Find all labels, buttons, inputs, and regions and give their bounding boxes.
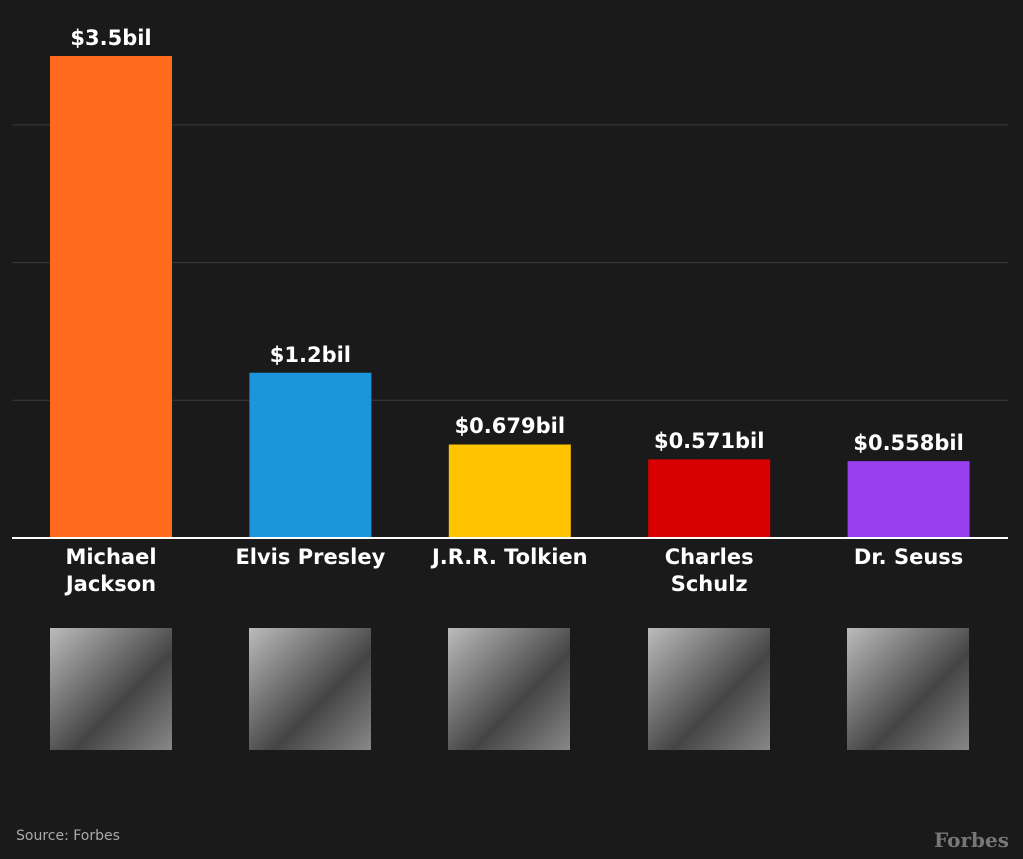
value-label: $0.571bil xyxy=(653,429,765,454)
value-label: $0.558bil xyxy=(853,431,964,456)
logo: Forbes xyxy=(934,828,1009,852)
x-tick-label: Dr. Seuss xyxy=(853,545,964,569)
x-tick-label: Michael Jackson xyxy=(65,545,157,596)
bar xyxy=(648,459,771,538)
x-tick-label: J.R.R. Tolkien xyxy=(431,545,588,569)
photo xyxy=(648,628,770,750)
x-tick-label: Charles Schulz xyxy=(664,545,754,596)
bar xyxy=(847,461,970,538)
value-label: $0.679bil xyxy=(454,414,566,439)
value-label: $1.2bil xyxy=(269,342,352,367)
bar xyxy=(448,444,571,538)
x-tick-label: Elvis Presley xyxy=(235,545,386,569)
source: Source: Forbes xyxy=(16,828,120,844)
photo xyxy=(847,628,969,750)
photo xyxy=(50,628,172,750)
bar xyxy=(249,372,372,538)
value-label: $3.5bil xyxy=(70,26,152,50)
bar xyxy=(50,56,172,538)
photo xyxy=(448,628,570,750)
photo xyxy=(249,628,371,750)
